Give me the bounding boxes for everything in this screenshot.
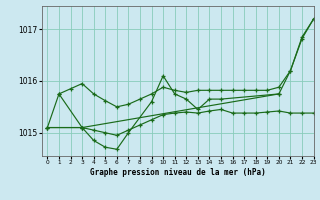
X-axis label: Graphe pression niveau de la mer (hPa): Graphe pression niveau de la mer (hPa) bbox=[90, 168, 266, 177]
